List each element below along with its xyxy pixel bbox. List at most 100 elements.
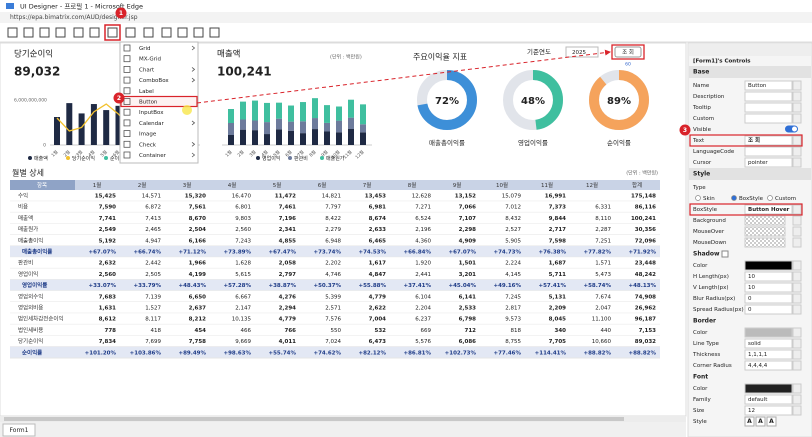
menu-item[interactable]: Label: [139, 89, 154, 95]
menu-item[interactable]: InputBox: [139, 110, 164, 116]
more-button[interactable]: [793, 361, 801, 370]
property-value[interactable]: 12: [748, 408, 755, 414]
property-input[interactable]: [745, 147, 792, 156]
radio-label[interactable]: BoxStyle: [739, 196, 764, 202]
cell: +88.82%: [583, 350, 611, 356]
menu-item[interactable]: Image: [139, 132, 157, 138]
property-value[interactable]: 조 회: [748, 136, 760, 144]
button-label[interactable]: 조 회: [622, 48, 634, 56]
property-input[interactable]: [745, 103, 792, 112]
more-button[interactable]: [793, 103, 801, 112]
menu-item[interactable]: Check: [139, 142, 157, 148]
radio[interactable]: [732, 196, 737, 201]
property-value[interactable]: default: [748, 397, 768, 403]
more-button[interactable]: [793, 81, 801, 90]
year-value[interactable]: 2025: [572, 50, 586, 56]
row-label: 영업이익: [18, 270, 38, 278]
menu-item[interactable]: Grid: [139, 46, 151, 52]
more-button[interactable]: [793, 205, 801, 214]
cell: 89,032: [635, 339, 656, 345]
deco-bar: [252, 130, 258, 145]
more-button[interactable]: [793, 114, 801, 123]
color-swatch[interactable]: [745, 216, 785, 225]
style-button-label[interactable]: A: [769, 418, 774, 425]
more-button[interactable]: [793, 384, 801, 393]
tab-label[interactable]: Form1: [10, 427, 29, 434]
radio[interactable]: [768, 196, 773, 201]
menu-item[interactable]: Container: [139, 153, 167, 159]
more-button[interactable]: [793, 136, 801, 145]
color-swatch[interactable]: [745, 227, 785, 236]
deco-bar: [240, 102, 246, 120]
menu-item[interactable]: MX-Grid: [139, 57, 161, 63]
cell: 7,590: [99, 205, 117, 211]
property-value[interactable]: Button Hover: [748, 207, 790, 213]
property-value[interactable]: 10: [748, 285, 755, 291]
deco-bar: [348, 100, 354, 118]
more-button[interactable]: [793, 339, 801, 348]
cell: 2,533: [459, 306, 477, 312]
property-value[interactable]: 0: [748, 307, 752, 313]
property-input[interactable]: [745, 305, 792, 314]
menu-item[interactable]: ComboBox: [139, 78, 169, 84]
cell: +67.07%: [88, 250, 116, 256]
property-value[interactable]: 1,1,1,1: [748, 352, 767, 358]
column-header: 12월: [586, 181, 598, 189]
more-button[interactable]: [793, 350, 801, 359]
donut-title: 매출총이익률: [429, 138, 465, 147]
toolbar: [0, 23, 812, 42]
more-button[interactable]: [793, 238, 801, 247]
more-button[interactable]: [793, 158, 801, 167]
property-input[interactable]: [745, 114, 792, 123]
more-button[interactable]: [793, 147, 801, 156]
cell: +89.49%: [178, 350, 206, 356]
more-button[interactable]: [793, 328, 801, 337]
menu-item[interactable]: Calendar: [139, 121, 164, 127]
property-input[interactable]: [745, 92, 792, 101]
badge-number: 2: [117, 95, 121, 102]
more-button[interactable]: [793, 92, 801, 101]
more-button[interactable]: [793, 294, 801, 303]
property-label: Background: [693, 218, 726, 224]
deco-bar: [360, 124, 366, 132]
color-swatch[interactable]: [745, 328, 792, 337]
radio[interactable]: [696, 196, 701, 201]
cell: 6,801: [235, 205, 251, 211]
more-button[interactable]: [793, 216, 801, 225]
checkbox[interactable]: [722, 251, 728, 257]
property-value[interactable]: Button: [748, 83, 767, 89]
more-button[interactable]: [793, 406, 801, 415]
color-swatch[interactable]: [745, 384, 792, 393]
property-value[interactable]: 10: [748, 274, 755, 280]
radio-label[interactable]: Custom: [775, 196, 796, 202]
cell: +66.84%: [403, 250, 431, 256]
property-value[interactable]: pointer: [748, 160, 768, 166]
style-button-label[interactable]: A: [758, 418, 763, 425]
menu-item[interactable]: Chart: [139, 67, 155, 73]
more-button[interactable]: [793, 227, 801, 236]
radio-label[interactable]: Skin: [703, 196, 715, 202]
cell: +102.73%: [445, 350, 477, 356]
more-button[interactable]: [793, 261, 801, 270]
row-label: 영업이익률: [22, 281, 47, 289]
more-button[interactable]: [793, 395, 801, 404]
deco-bar: [336, 107, 342, 121]
more-button[interactable]: [793, 305, 801, 314]
cell: 440: [601, 328, 612, 334]
cell: 2,632: [99, 261, 117, 267]
axis-label: 0: [43, 143, 46, 149]
property-label: Thickness: [692, 352, 720, 358]
cell: 6,524: [415, 216, 431, 222]
property-label: Custom: [693, 116, 714, 122]
cell: 8,755: [505, 339, 521, 345]
property-value[interactable]: 4,4,4,4: [748, 363, 768, 369]
property-value[interactable]: 0: [748, 296, 752, 302]
more-button[interactable]: [793, 283, 801, 292]
color-swatch[interactable]: [745, 261, 792, 270]
property-input[interactable]: [745, 294, 792, 303]
color-swatch[interactable]: [745, 238, 785, 247]
more-button[interactable]: [793, 272, 801, 281]
style-button-label[interactable]: A: [747, 418, 752, 425]
property-value[interactable]: solid: [748, 341, 761, 347]
